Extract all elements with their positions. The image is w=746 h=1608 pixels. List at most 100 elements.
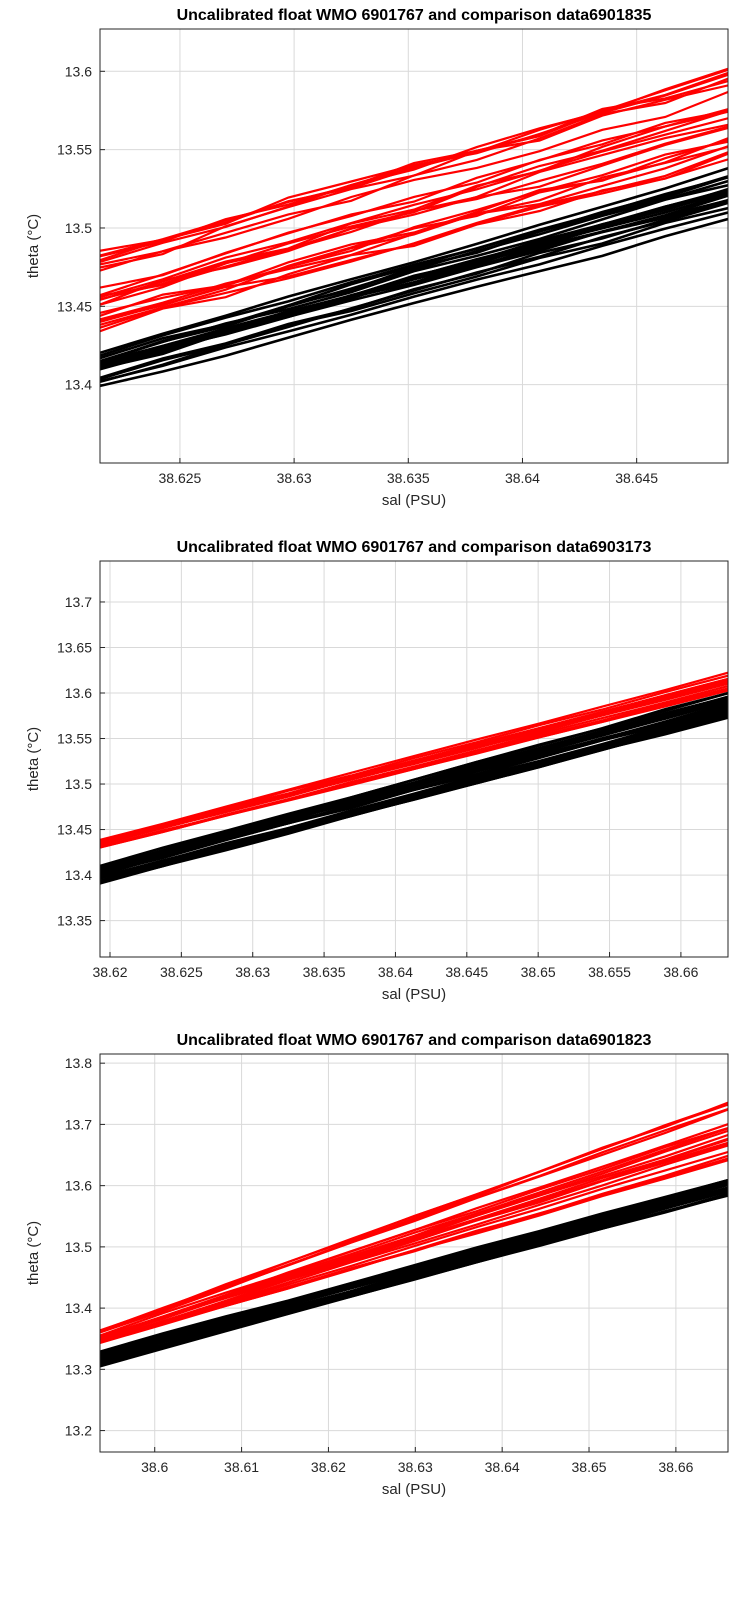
- x-tick-label: 38.625: [159, 470, 202, 486]
- x-tick-label: 38.63: [398, 1459, 433, 1475]
- y-tick-label: 13.4: [65, 377, 92, 393]
- series-line: [100, 110, 728, 306]
- chart-1: 38.625 38.63 38.635 38.64 38.645 13.4 13.45 13.…: [25, 7, 729, 509]
- y-tick-label: 13.6: [65, 685, 92, 701]
- series-line: [100, 1133, 728, 1338]
- y-axis-label: theta (°C): [25, 727, 42, 791]
- series-line: [100, 1127, 728, 1337]
- chart-title: Uncalibrated float WMO 6901767 and compa…: [177, 7, 652, 24]
- y-tick-label: 13.7: [65, 594, 92, 610]
- series-line: [100, 1159, 728, 1343]
- axes-frame: [99, 560, 729, 958]
- series-line: [100, 679, 728, 844]
- x-tick-label: 38.64: [505, 470, 540, 486]
- y-tick-label: 13.5: [65, 220, 92, 236]
- x-tick-label: 38.63: [277, 470, 312, 486]
- series-line: [100, 158, 728, 323]
- y-tick-label: 13.4: [65, 1300, 92, 1316]
- chart-title: Uncalibrated float WMO 6901767 and compa…: [177, 1032, 652, 1049]
- series-line: [100, 67, 728, 264]
- x-tick-label: 38.64: [485, 1459, 520, 1475]
- series-line: [100, 1107, 728, 1334]
- float-series: [100, 1178, 728, 1368]
- comparison-series: [100, 1101, 728, 1344]
- x-tick-label: 38.635: [387, 470, 430, 486]
- series-line: [100, 206, 728, 381]
- series-line: [100, 184, 728, 363]
- x-tick-label: 38.655: [588, 964, 631, 980]
- series-line: [100, 701, 728, 875]
- chart-2: 38.62 38.625 38.63 38.635 38.64 38.645 38.65 38…: [25, 539, 729, 1003]
- series-line: [100, 1127, 728, 1339]
- x-tick-label: 38.625: [160, 964, 203, 980]
- x-axis-label: sal (PSU): [382, 986, 446, 1003]
- comparison-series: [100, 67, 728, 333]
- x-tick-label: 38.635: [303, 964, 346, 980]
- series-line: [100, 714, 728, 884]
- x-tick-label: 38.65: [572, 1459, 607, 1475]
- plot-area: [100, 1101, 728, 1368]
- series-line: [100, 1102, 728, 1332]
- x-tick-label: 38.63: [235, 964, 270, 980]
- x-tick-label: 38.645: [615, 470, 658, 486]
- y-tick-label: 13.55: [57, 731, 92, 747]
- y-tick-label: 13.55: [57, 142, 92, 158]
- x-tick-label: 38.62: [311, 1459, 346, 1475]
- y-tick-label: 13.5: [65, 1239, 92, 1255]
- series-line: [100, 691, 728, 869]
- series-line: [100, 73, 728, 252]
- y-tick-label: 13.2: [65, 1423, 92, 1439]
- series-line: [100, 671, 728, 841]
- y-axis-label: theta (°C): [25, 214, 42, 278]
- y-tick-label: 13.5: [65, 776, 92, 792]
- axes-frame: [99, 1053, 729, 1453]
- comparison-series: [100, 671, 728, 849]
- plot-area: [100, 67, 728, 388]
- x-axis-label: sal (PSU): [382, 492, 446, 509]
- y-tick-label: 13.3: [65, 1361, 92, 1377]
- series-line: [100, 1190, 728, 1365]
- y-tick-label: 13.4: [65, 867, 92, 883]
- x-tick-label: 38.66: [658, 1459, 693, 1475]
- series-line: [100, 138, 728, 314]
- chart-title: Uncalibrated float WMO 6901767 and compa…: [177, 539, 652, 556]
- float-series: [100, 167, 728, 388]
- series-line: [100, 211, 728, 383]
- y-tick-label: 13.6: [65, 1178, 92, 1194]
- series-line: [100, 217, 728, 388]
- x-tick-label: 38.66: [663, 964, 698, 980]
- series-line: [100, 681, 728, 845]
- y-tick-label: 13.6: [65, 63, 92, 79]
- x-tick-label: 38.6: [141, 1459, 168, 1475]
- series-line: [100, 189, 728, 371]
- y-tick-label: 13.35: [57, 913, 92, 929]
- series-line: [100, 1183, 728, 1356]
- series-line: [100, 697, 728, 874]
- series-line: [100, 110, 728, 297]
- series-line: [100, 1138, 728, 1342]
- chart-3: 38.6 38.61 38.62 38.63 38.64 38.65 38.66 13.2 13…: [25, 1032, 729, 1498]
- x-tick-label: 38.645: [445, 964, 488, 980]
- axes-frame: [99, 28, 729, 464]
- y-tick-label: 13.8: [65, 1055, 92, 1071]
- plot-area: [100, 671, 728, 885]
- x-tick-label: 38.65: [521, 964, 556, 980]
- series-line: [100, 90, 728, 266]
- x-axis-label: sal (PSU): [382, 1481, 446, 1498]
- x-tick-label: 38.62: [92, 964, 127, 980]
- series-line: [100, 84, 728, 258]
- y-tick-label: 13.45: [57, 822, 92, 838]
- series-line: [100, 1186, 728, 1362]
- y-tick-label: 13.65: [57, 639, 92, 655]
- series-line: [100, 117, 728, 299]
- y-axis-label: theta (°C): [25, 1221, 42, 1285]
- series-line: [100, 708, 728, 880]
- float-series: [100, 691, 728, 885]
- y-tick-label: 13.7: [65, 1116, 92, 1132]
- series-line: [100, 179, 728, 364]
- x-tick-label: 38.64: [378, 964, 413, 980]
- series-line: [100, 688, 728, 849]
- series-line: [100, 167, 728, 355]
- x-tick-label: 38.61: [224, 1459, 259, 1475]
